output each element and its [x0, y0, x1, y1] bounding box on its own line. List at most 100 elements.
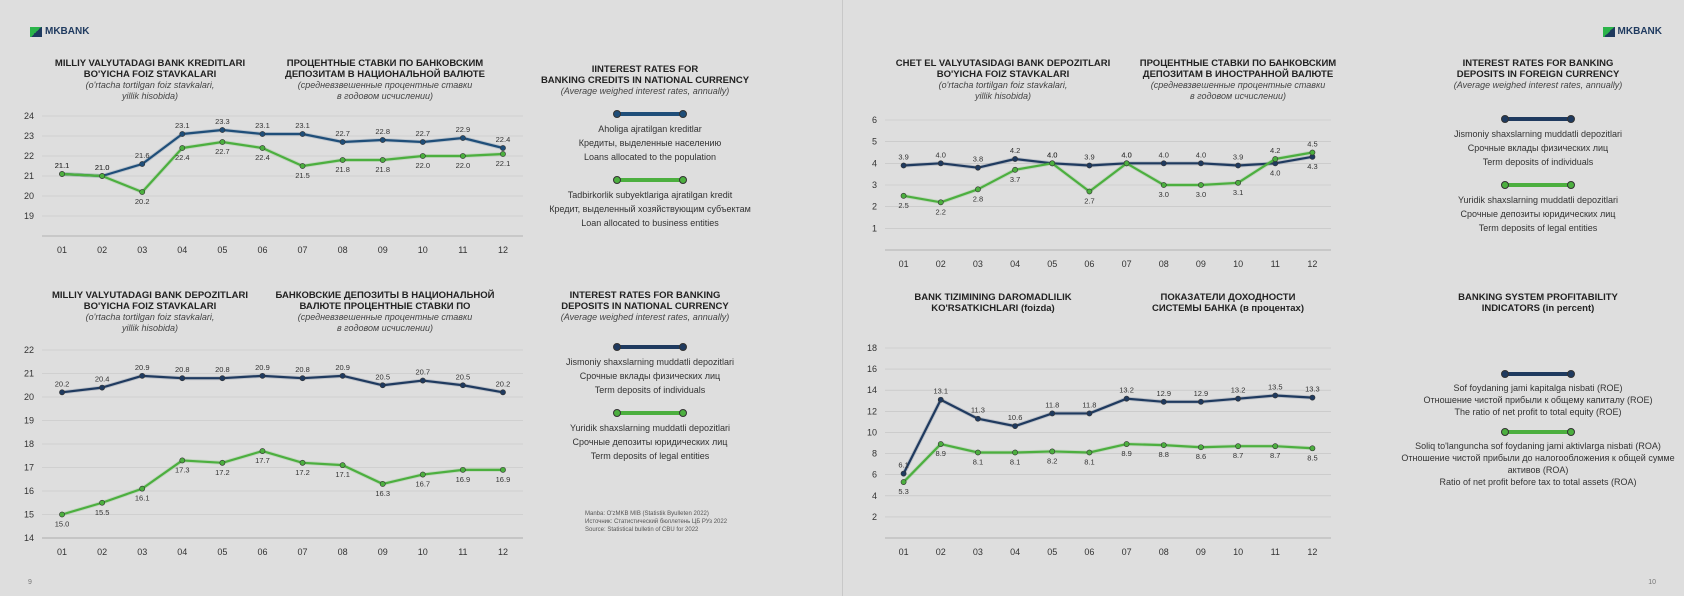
x-tick-label: 08 — [338, 547, 348, 557]
data-label: 3.9 — [1233, 153, 1243, 162]
x-tick-label: 12 — [498, 245, 508, 255]
data-label: 20.5 — [375, 372, 390, 381]
c1-legend: Aholiga ajratilgan kreditlar Кредиты, выд… — [505, 110, 795, 230]
data-label: 2.2 — [936, 207, 946, 216]
data-point — [219, 375, 226, 382]
data-label: 20.2 — [496, 379, 511, 388]
data-point — [1198, 182, 1204, 188]
data-label: 3.0 — [1159, 190, 1169, 199]
data-point — [1160, 160, 1167, 167]
series-line — [61, 449, 503, 516]
data-label: 4.0 — [1159, 150, 1169, 159]
data-point — [1272, 156, 1279, 162]
data-label: 4.5 — [1307, 140, 1317, 149]
brand-logo-right: MKBANK — [1602, 26, 1662, 37]
series-line — [902, 442, 1313, 483]
data-label: 20.2 — [135, 197, 150, 206]
data-label: 13.2 — [1119, 386, 1134, 395]
data-label: 20.7 — [415, 368, 430, 377]
x-tick-label: 09 — [378, 547, 388, 557]
data-label: 5.3 — [898, 487, 908, 496]
legend-swatch-legal-fx — [1501, 181, 1575, 189]
chart-profitability: 2 4 6 8 10 12 14 16 18 01 02 03 04 05 06 07 08 09 10 11 12 6.… — [867, 343, 1331, 557]
data-point — [1123, 441, 1130, 447]
x-tick-label: 10 — [418, 547, 428, 557]
data-label: 21.0 — [95, 163, 110, 172]
data-label: 13.3 — [1305, 385, 1320, 394]
y-tick-label: 1 — [872, 223, 877, 233]
x-tick-label: 11 — [458, 547, 467, 557]
data-label: 4.0 — [1270, 168, 1280, 177]
x-tick-label: 07 — [1122, 547, 1132, 557]
data-point — [937, 199, 944, 206]
data-point — [139, 189, 146, 195]
y-tick-label: 14 — [867, 385, 877, 395]
x-tick-label: 06 — [1084, 259, 1094, 269]
data-label: 21.6 — [135, 151, 150, 160]
data-label: 22.1 — [496, 159, 511, 168]
data-point — [1012, 449, 1018, 456]
data-point — [299, 131, 306, 137]
chart-credit-rates-national: 19 20 21 22 23 24 01 02 03 04 05 06 07 08 09 10 11 12 21.1… — [24, 111, 523, 255]
data-point — [1086, 410, 1093, 417]
data-label: 21.1 — [55, 161, 70, 170]
data-point — [299, 163, 306, 169]
data-point — [59, 389, 65, 396]
data-label: 21.8 — [375, 165, 390, 174]
y-tick-label: 20 — [24, 191, 34, 201]
x-tick-label: 01 — [57, 245, 67, 255]
data-label: 4.0 — [1121, 150, 1131, 159]
data-point — [299, 459, 306, 466]
data-label: 20.2 — [55, 379, 70, 388]
series-line — [902, 394, 1313, 475]
x-tick-label: 09 — [1196, 547, 1206, 557]
data-label: 8.7 — [1270, 451, 1280, 460]
c3-title-ru: ПРОЦЕНТНЫЕ СТАВКИ ПО БАНКОВСКИМ ДЕПОЗИТАМ… — [1139, 58, 1337, 101]
data-label: 3.1 — [1233, 188, 1243, 197]
y-tick-label: 22 — [24, 345, 34, 355]
data-point — [339, 157, 346, 163]
x-tick-label: 04 — [1010, 547, 1020, 557]
legend-swatch-business — [613, 176, 687, 184]
x-tick-label: 01 — [57, 547, 67, 557]
data-label: 4.0 — [1047, 150, 1057, 159]
data-point — [459, 135, 466, 141]
y-tick-label: 14 — [24, 533, 34, 543]
data-point — [59, 171, 65, 177]
y-tick-label: 8 — [872, 449, 877, 459]
data-point — [1235, 395, 1241, 402]
data-point — [1160, 442, 1167, 449]
data-point — [1198, 444, 1204, 451]
data-label: 21.8 — [335, 165, 350, 174]
c1-title-ru: ПРОЦЕНТНЫЕ СТАВКИ ПО БАНКОВСКИМ ДЕПОЗИТАМ… — [285, 58, 485, 101]
legend-swatch-individuals — [613, 343, 687, 351]
data-label: 12.9 — [1194, 389, 1209, 398]
series-line — [61, 140, 504, 194]
data-point — [1123, 160, 1130, 167]
x-tick-label: 02 — [936, 547, 946, 557]
data-point — [259, 448, 266, 454]
data-label: 4.2 — [1010, 146, 1020, 155]
data-label: 22.0 — [415, 161, 430, 170]
data-point — [900, 470, 907, 477]
x-tick-label: 03 — [137, 547, 147, 557]
data-point — [1012, 156, 1018, 162]
data-label: 4.0 — [1196, 150, 1206, 159]
y-tick-label: 3 — [872, 180, 877, 190]
x-tick-label: 04 — [1010, 259, 1020, 269]
data-point — [1123, 395, 1130, 402]
data-label: 4.0 — [1121, 150, 1131, 159]
data-point — [259, 372, 266, 379]
x-tick-label: 10 — [1233, 259, 1243, 269]
data-label: 23.1 — [175, 121, 190, 130]
x-tick-label: 12 — [1307, 259, 1317, 269]
data-point — [99, 384, 106, 391]
x-tick-label: 06 — [257, 245, 267, 255]
x-tick-label: 02 — [97, 547, 107, 557]
data-point — [1272, 443, 1279, 450]
data-point — [1012, 423, 1018, 430]
data-label: 22.4 — [255, 153, 270, 162]
chart-deposit-rates-national: 14 15 16 17 18 19 20 21 22 01 02 03 04 05 06 07 08 09 10 11… — [24, 345, 523, 557]
x-tick-label: 05 — [1047, 259, 1057, 269]
data-point — [139, 485, 146, 492]
